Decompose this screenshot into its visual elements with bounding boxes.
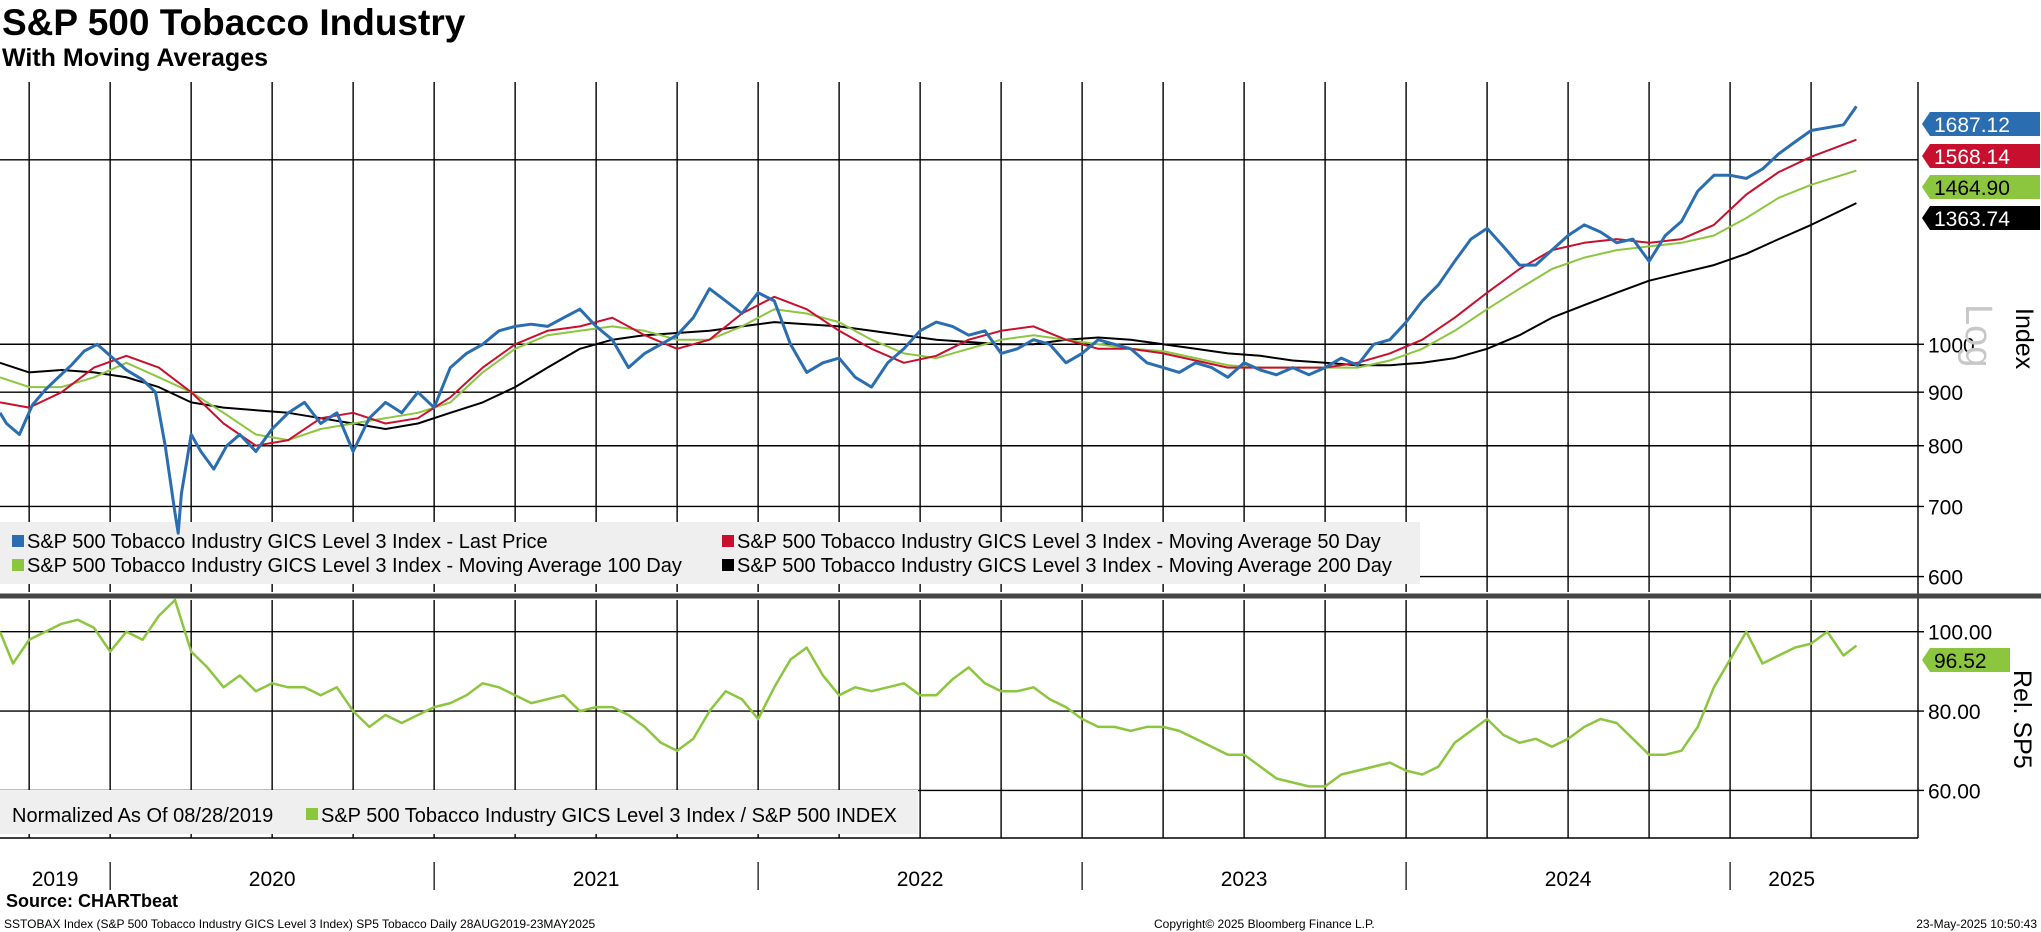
legend-label-1: S&P 500 Tobacco Industry GICS Level 3 In… bbox=[737, 531, 1381, 553]
last-value-tag-ma100: 1464.90 bbox=[1934, 177, 2010, 200]
legend-label-0: S&P 500 Tobacco Industry GICS Level 3 In… bbox=[27, 531, 548, 553]
xtick-label-0: 2019 bbox=[32, 868, 79, 890]
last-value-tag-ma50-bg bbox=[1922, 144, 2040, 168]
bottom-legend-note: Normalized As Of 08/28/2019 bbox=[12, 805, 273, 827]
xtick-label-4: 2023 bbox=[1221, 868, 1268, 890]
series-ma-50 bbox=[0, 138, 1857, 447]
ytick-label-top-0: 600 bbox=[1928, 567, 1963, 590]
series-last-price bbox=[0, 105, 1858, 535]
legend-swatch-0 bbox=[12, 535, 24, 547]
legend-label-2: S&P 500 Tobacco Industry GICS Level 3 In… bbox=[27, 555, 682, 577]
last-value-tag-relative: 96.52 bbox=[1934, 650, 1987, 673]
scale-label-log: Log bbox=[1957, 304, 1999, 367]
footer-ticker-info: SSTOBAX Index (S&P 500 Tobacco Industry … bbox=[4, 917, 596, 931]
footer-timestamp: 23-May-2025 10:50:43 bbox=[1916, 917, 2037, 931]
series-ma-200 bbox=[0, 202, 1857, 430]
xtick-label-1: 2020 bbox=[249, 868, 296, 890]
ytick-label-top-4: 1000 bbox=[1928, 334, 1975, 357]
chart-subtitle: With Moving Averages bbox=[2, 44, 269, 72]
ytick-label-top-2: 800 bbox=[1928, 436, 1963, 459]
legend-swatch-2 bbox=[12, 559, 24, 571]
source-note: Source: CHARTbeat bbox=[6, 891, 179, 911]
last-value-tag-ma100-bg bbox=[1922, 175, 2040, 199]
series-relative-sp5 bbox=[0, 598, 1858, 788]
xtick-label-6: 2025 bbox=[1768, 868, 1815, 890]
last-value-tag-ma50: 1568.14 bbox=[1934, 146, 2010, 169]
ytick-label-top-1: 700 bbox=[1928, 496, 1963, 519]
last-value-tag-price: 1687.12 bbox=[1934, 114, 2010, 137]
ytick-label-bottom-1: 80.00 bbox=[1928, 701, 1981, 724]
xtick-label-2: 2021 bbox=[573, 868, 620, 890]
ytick-label-bottom-0: 60.00 bbox=[1928, 780, 1981, 803]
last-value-tag-relative-bg bbox=[1922, 648, 2010, 672]
chart-canvas: 600 700 800 900 1000 60.00 80.00 100.00 Index Log… bbox=[0, 82, 2041, 890]
ytick-label-top-3: 900 bbox=[1928, 382, 1963, 405]
last-value-tag-price-bg bbox=[1922, 112, 2040, 136]
series-ma-100 bbox=[0, 169, 1857, 442]
chart-title: S&P 500 Tobacco Industry bbox=[2, 2, 466, 43]
bottom-legend-swatch bbox=[306, 808, 318, 820]
last-value-tag-ma200-bg bbox=[1922, 206, 2040, 230]
legend-swatch-1 bbox=[722, 535, 734, 547]
ytick-label-bottom-2: 100.00 bbox=[1928, 622, 1992, 645]
bottom-legend-label: S&P 500 Tobacco Industry GICS Level 3 In… bbox=[321, 805, 897, 827]
legend-label-3: S&P 500 Tobacco Industry GICS Level 3 In… bbox=[737, 555, 1392, 577]
top-legend-box bbox=[0, 522, 1420, 584]
last-value-tag-ma200: 1363.74 bbox=[1934, 208, 2010, 231]
footer-copyright: Copyright© 2025 Bloomberg Finance L.P. bbox=[1154, 917, 1375, 931]
xtick-label-3: 2022 bbox=[897, 868, 944, 890]
ylabel-top: Index bbox=[2010, 308, 2038, 370]
xtick-label-5: 2024 bbox=[1545, 868, 1592, 890]
bottom-legend-box bbox=[0, 790, 918, 834]
ylabel-bottom: Rel. SP5 bbox=[2008, 670, 2036, 769]
legend-swatch-3 bbox=[722, 559, 734, 571]
